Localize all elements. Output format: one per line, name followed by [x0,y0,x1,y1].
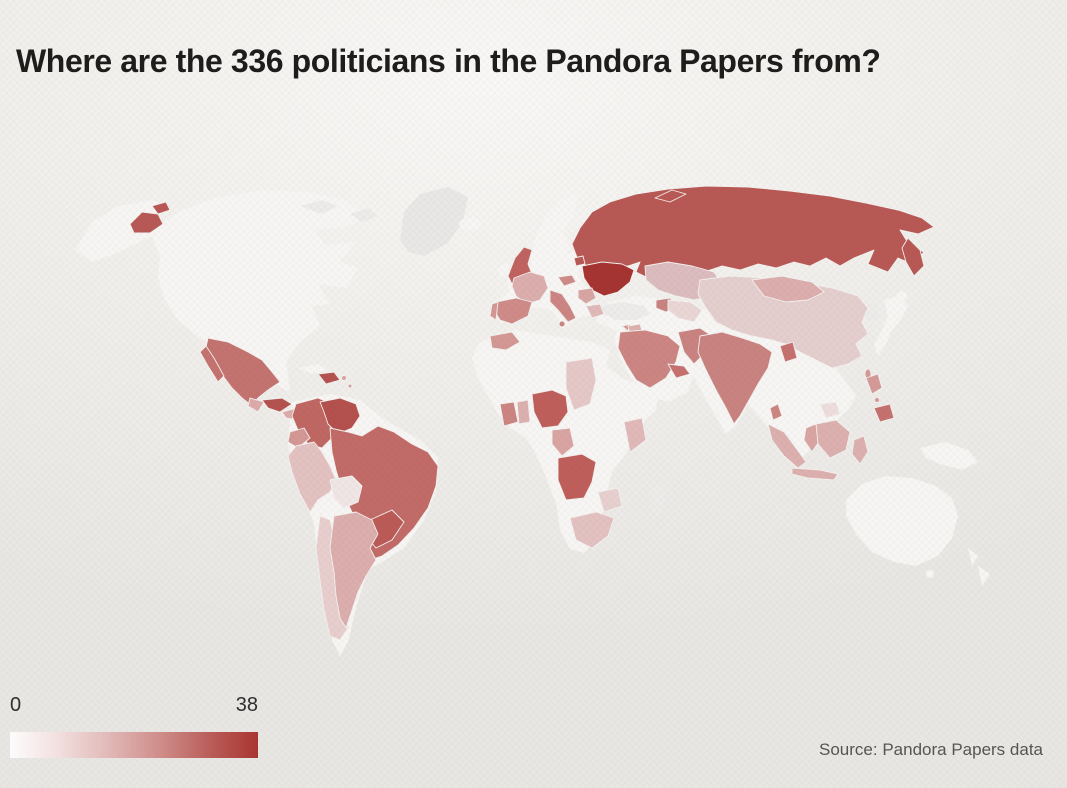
new-zealand [968,548,990,586]
continent-north-america [150,190,368,392]
country-argentina[interactable] [329,511,379,629]
country-ukraine[interactable] [581,261,635,297]
greenland [400,187,468,256]
country-kenya[interactable] [623,417,647,453]
country-philippines-luzon[interactable] [865,373,883,395]
country-bangladesh[interactable] [779,341,798,363]
country-ecuador[interactable] [287,427,311,449]
country-montenegro[interactable] [577,287,597,305]
country-ivory-coast[interactable] [499,401,519,427]
country-mongolia[interactable] [751,275,825,303]
country-portugal[interactable] [489,301,499,321]
australia [846,476,958,566]
legend-gradient-bar [10,732,258,758]
japan [874,296,908,356]
legend-min-label: 0 [10,694,22,716]
japan-hokkaido [897,291,907,301]
country-italy-sicily[interactable] [558,320,566,328]
country-peru[interactable] [287,441,337,513]
country-bolivia[interactable] [329,475,363,509]
country-spain[interactable] [493,297,533,325]
country-uae[interactable] [667,363,691,379]
country-france[interactable] [511,271,549,305]
country-russia-west-tip[interactable] [129,201,171,234]
iceland [459,218,481,230]
choropleth-countries [129,185,935,641]
cuba [298,364,328,374]
country-greece[interactable] [585,303,605,319]
country-czech-republic[interactable] [557,274,577,287]
country-indonesia-borneo[interactable] [815,419,851,459]
country-honduras[interactable] [261,397,293,413]
country-sri-lanka[interactable] [769,403,783,421]
country-turkmenistan[interactable] [667,299,703,323]
ireland [498,262,510,278]
country-ghana[interactable] [516,399,531,425]
country-nigeria[interactable] [531,389,569,429]
source-note: Source: Pandora Papers data [819,740,1043,759]
tasmania [926,570,934,578]
country-chad[interactable] [565,357,597,411]
country-malaysia[interactable] [803,423,821,453]
country-philippines-visayas[interactable] [874,397,880,403]
country-russia-novaya-zemlya[interactable] [654,189,687,203]
country-lesser-antilles-2[interactable] [347,383,353,389]
country-indonesia-sulawesi[interactable] [851,435,869,465]
new-guinea [920,442,978,470]
country-china[interactable] [697,275,869,369]
country-gabon[interactable] [551,427,575,457]
country-mexico-baja[interactable] [199,345,225,383]
country-philippines-mindanao[interactable] [873,403,895,423]
country-guatemala[interactable] [247,397,265,413]
country-venezuela[interactable] [319,397,361,435]
country-indonesia-sumatra[interactable] [767,423,807,469]
country-russia-kaliningrad[interactable] [573,255,586,267]
country-lesser-antilles-1[interactable] [341,375,347,381]
country-india[interactable] [697,331,773,425]
country-russia[interactable] [571,185,935,279]
country-italy[interactable] [549,289,577,323]
country-dominican-republic[interactable] [317,371,341,385]
legend-max-label: 38 [235,694,258,716]
color-legend: 0 38 [10,694,258,758]
turkey [600,302,650,320]
country-cambodia[interactable] [819,401,841,419]
country-russia-kamchatka[interactable] [901,237,925,277]
page-title: Where are the 336 politicians in the Pan… [16,43,881,80]
country-saudi-arabia[interactable] [617,329,681,389]
country-zimbabwe[interactable] [597,487,623,513]
madagascar [650,482,666,518]
country-indonesia-java[interactable] [791,467,839,481]
country-south-africa[interactable] [569,511,615,549]
country-morocco[interactable] [489,331,521,351]
scandinavia [530,194,578,270]
arctic-islands [300,200,378,222]
country-angola[interactable] [557,453,597,501]
